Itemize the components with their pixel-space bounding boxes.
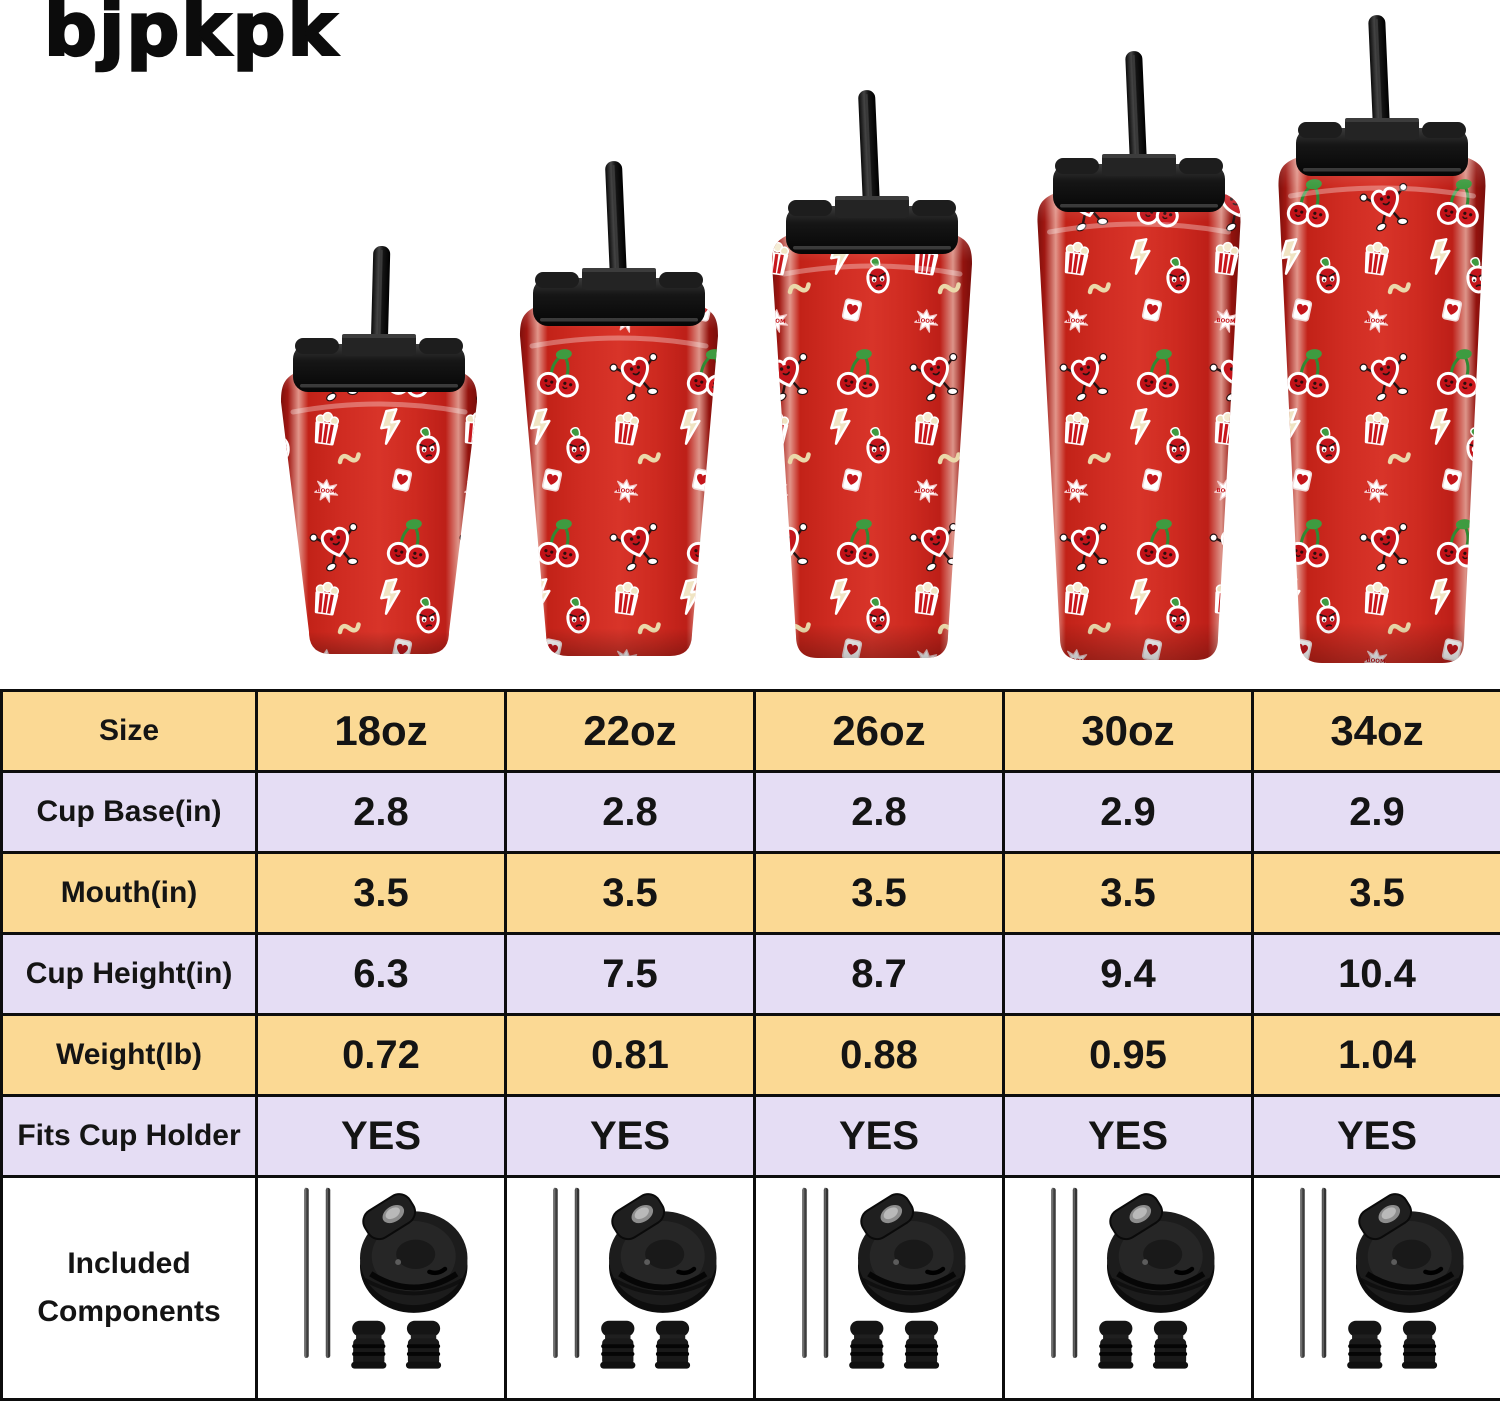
row-label: Cup Height(in) (0, 932, 258, 1016)
lid (293, 334, 465, 392)
tumbler-26oz (772, 90, 972, 658)
size-value-cell: 18oz (255, 689, 507, 773)
lid (533, 268, 705, 326)
value-cell: YES (1251, 1094, 1500, 1178)
row-label: Included Components (0, 1175, 258, 1401)
straws-icon (553, 1187, 580, 1358)
spec-row-mouth: Mouth(in) 3.5 3.5 3.5 3.5 3.5 (0, 851, 1500, 935)
straw-stopper-icon (654, 1320, 691, 1369)
row-label: Mouth(in) (0, 851, 258, 935)
straw-stopper-icon (903, 1320, 940, 1369)
straws-icon (1051, 1187, 1078, 1358)
size-value-cell: 26oz (753, 689, 1005, 773)
flip-lid-icon (359, 1193, 468, 1313)
value-cell: YES (504, 1094, 756, 1178)
value-cell: 2.8 (753, 770, 1005, 854)
row-label: Fits Cup Holder (0, 1094, 258, 1178)
straw-stopper-icon (405, 1320, 442, 1369)
value-cell: 3.5 (753, 851, 1005, 935)
brand-logo: bjpkpk (43, 0, 339, 73)
tumbler-18oz (281, 246, 477, 654)
value-cell: 3.5 (504, 851, 756, 935)
tumbler-30oz (1037, 51, 1241, 660)
value-cell: 1.04 (1251, 1013, 1500, 1097)
tumbler-lineup: BOOM (281, 15, 1486, 663)
flip-lid-icon (857, 1193, 966, 1313)
row-label: Cup Base(in) (0, 770, 258, 854)
value-cell: YES (1002, 1094, 1254, 1178)
value-cell: 9.4 (1002, 932, 1254, 1016)
value-cell: 2.9 (1002, 770, 1254, 854)
spec-row-cup-height: Cup Height(in) 6.3 7.5 8.7 9.4 10.4 (0, 932, 1500, 1016)
value-cell: YES (753, 1094, 1005, 1178)
included-components-cell (753, 1175, 1005, 1401)
flip-lid-icon (1355, 1193, 1464, 1313)
cup-body (520, 308, 718, 656)
value-cell: 2.9 (1251, 770, 1500, 854)
flip-lid-icon (1106, 1193, 1215, 1313)
lid (1296, 118, 1468, 176)
tumbler-34oz (1278, 15, 1486, 663)
included-components-cell (1251, 1175, 1500, 1401)
value-cell: 3.5 (255, 851, 507, 935)
straw-stopper-icon (849, 1320, 885, 1369)
spec-row-included-components: Included Components (0, 1175, 1500, 1401)
straws-icon (1300, 1187, 1327, 1358)
cup-body (1037, 194, 1241, 660)
included-components-cell (1002, 1175, 1254, 1401)
size-value-cell: 34oz (1251, 689, 1500, 773)
value-cell: 2.8 (504, 770, 756, 854)
spec-row-fits-cup-holder: Fits Cup Holder YES YES YES YES YES (0, 1094, 1500, 1178)
flip-lid-icon (608, 1193, 717, 1313)
straw-stopper-icon (600, 1320, 636, 1369)
cup-body (281, 374, 477, 654)
value-cell: 3.5 (1251, 851, 1500, 935)
value-cell: 0.72 (255, 1013, 507, 1097)
lid (1053, 154, 1225, 212)
included-components-cell (504, 1175, 756, 1401)
value-cell: 0.81 (504, 1013, 756, 1097)
row-label: Size (0, 689, 258, 773)
value-cell: 7.5 (504, 932, 756, 1016)
straw-stopper-icon (1152, 1320, 1189, 1369)
row-label: Weight(lb) (0, 1013, 258, 1097)
straw-stopper-icon (1098, 1320, 1134, 1369)
spec-row-weight: Weight(lb) 0.72 0.81 0.88 0.95 1.04 (0, 1013, 1500, 1097)
straw-stopper-icon (1401, 1320, 1438, 1369)
cup-body (772, 236, 972, 658)
spec-row-size: Size 18oz 22oz 26oz 30oz 34oz (0, 689, 1500, 773)
spec-table: Size 18oz 22oz 26oz 30oz 34oz Cup Base(i… (0, 689, 1500, 1401)
value-cell: YES (255, 1094, 507, 1178)
straw-stopper-icon (1347, 1320, 1383, 1369)
value-cell: 10.4 (1251, 932, 1500, 1016)
value-cell: 6.3 (255, 932, 507, 1016)
value-cell: 8.7 (753, 932, 1005, 1016)
value-cell: 0.95 (1002, 1013, 1254, 1097)
included-components-cell (255, 1175, 507, 1401)
straws-icon (304, 1187, 331, 1358)
tumbler-22oz (520, 161, 718, 656)
size-value-cell: 30oz (1002, 689, 1254, 773)
size-value-cell: 22oz (504, 689, 756, 773)
value-cell: 0.88 (753, 1013, 1005, 1097)
straws-icon (802, 1187, 829, 1358)
spec-row-cup-base: Cup Base(in) 2.8 2.8 2.8 2.9 2.9 (0, 770, 1500, 854)
lid (786, 196, 958, 254)
cup-body (1278, 158, 1486, 663)
straw-stopper-icon (351, 1320, 387, 1369)
value-cell: 2.8 (255, 770, 507, 854)
value-cell: 3.5 (1002, 851, 1254, 935)
